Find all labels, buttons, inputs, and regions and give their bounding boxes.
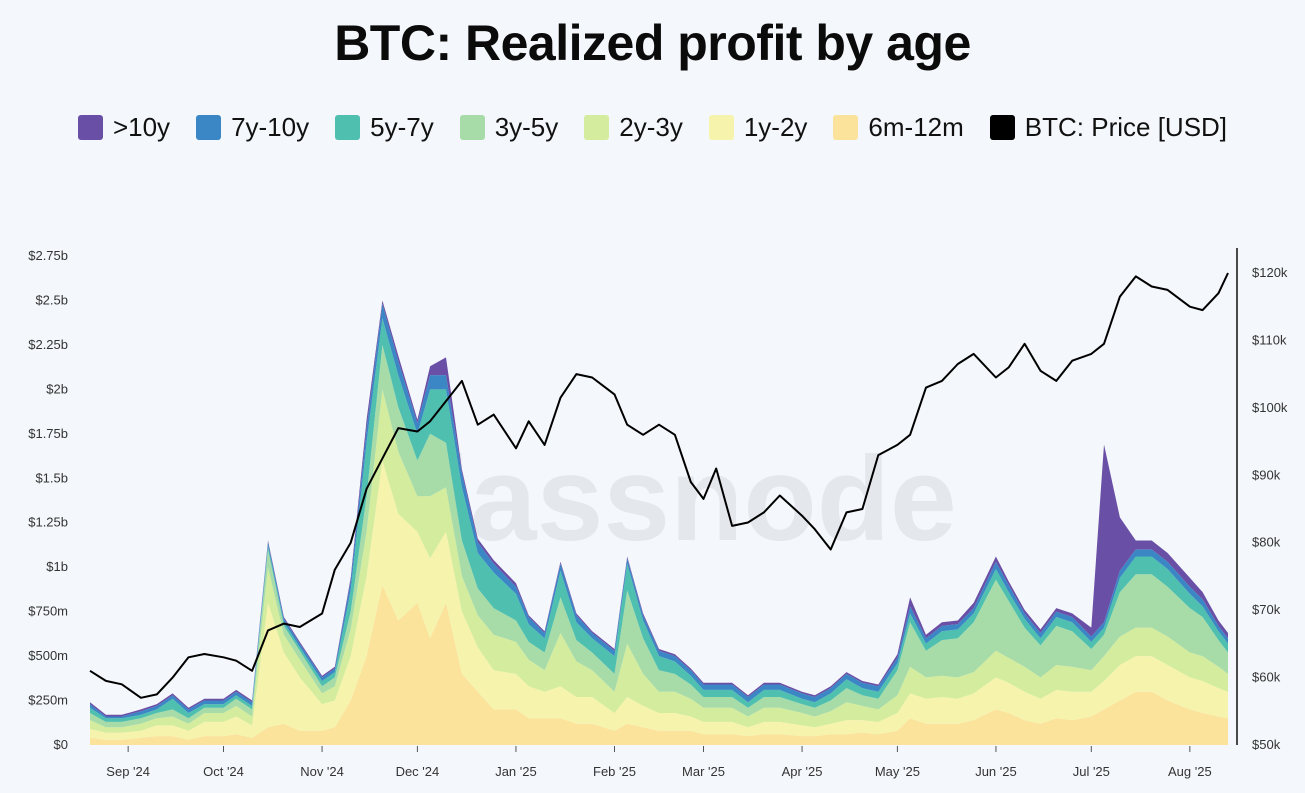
y-left-tick-label: $1.75b [28, 426, 68, 441]
y-right-tick-label: $70k [1252, 602, 1281, 617]
legend-swatch [335, 115, 361, 140]
legend-swatch [989, 115, 1015, 140]
y-left-tick-label: $750m [28, 604, 68, 619]
x-tick-label: Dec '24 [396, 764, 440, 779]
x-tick-label: Jul '25 [1073, 764, 1110, 779]
legend-item[interactable]: 7y-10y [196, 112, 309, 143]
y-left-tick-label: $1b [46, 559, 68, 574]
y-right-tick-label: $110k [1252, 332, 1287, 347]
y-left-tick-label: $0 [54, 737, 68, 752]
y-right-tick-label: $80k [1252, 535, 1281, 550]
y-left-tick-label: $2.75b [28, 248, 68, 263]
area-series [90, 460, 1228, 740]
legend-label: 3y-5y [494, 112, 559, 142]
legend-swatch [708, 115, 734, 140]
y-left-tick-label: $250m [28, 693, 68, 708]
x-tick-label: Sep '24 [106, 764, 150, 779]
x-tick-label: Mar '25 [682, 764, 725, 779]
legend: >10y 7y-10y 5y-7y 3y-5y 2y-3y 1y-2y 6m-12m BTC:… [0, 112, 1305, 143]
x-tick-label: May '25 [875, 764, 920, 779]
legend-item[interactable]: 3y-5y [459, 112, 559, 143]
y-left-tick-label: $2.25b [28, 337, 68, 352]
legend-item[interactable]: 1y-2y [708, 112, 808, 143]
y-right-tick-label: $120k [1252, 265, 1288, 280]
legend-label: >10y [112, 112, 171, 142]
chart-title: BTC: Realized profit by age [334, 15, 971, 71]
legend-item[interactable]: >10y [77, 112, 171, 143]
y-left-tick-label: $1.5b [35, 470, 68, 485]
legend-label: 5y-7y [370, 112, 434, 142]
y-left-tick-label: $2b [46, 381, 68, 396]
legend-item[interactable]: 5y-7y [335, 112, 434, 143]
legend-swatch [584, 115, 610, 140]
legend-swatch [459, 115, 485, 140]
price-line [89, 272, 1229, 699]
y-right-tick-label: $50k [1252, 737, 1281, 752]
legend-item[interactable]: 2y-3y [584, 112, 683, 143]
legend-swatch [196, 115, 222, 140]
y-left-tick-label: $1.25b [28, 515, 68, 530]
area-series [90, 318, 1228, 722]
y-right-tick-label: $90k [1252, 467, 1281, 482]
y-right-tick-label: $60k [1252, 670, 1281, 685]
legend-swatch [833, 115, 859, 140]
legend-label: 1y-2y [743, 112, 808, 142]
legend-item[interactable]: BTC: Price [USD] [989, 112, 1228, 143]
area-series [90, 344, 1228, 728]
x-tick-label: Jan '25 [495, 764, 537, 779]
legend-item[interactable]: 6m-12m [833, 112, 964, 143]
x-tick-label: Jun '25 [975, 764, 1017, 779]
x-tick-label: Feb '25 [593, 764, 636, 779]
y-left-tick-label: $500m [28, 648, 68, 663]
legend-label: 6m-12m [868, 112, 964, 142]
legend-label: 2y-3y [619, 112, 683, 142]
legend-label: BTC: Price [USD] [1024, 112, 1228, 142]
y-left-tick-label: $2.5b [35, 292, 68, 307]
y-right-tick-label: $100k [1252, 400, 1288, 415]
area-series [90, 585, 1228, 745]
x-tick-label: Oct '24 [203, 764, 244, 779]
x-tick-label: Apr '25 [782, 764, 823, 779]
legend-label: 7y-10y [231, 112, 310, 142]
x-tick-label: Aug '25 [1168, 764, 1212, 779]
legend-swatch [77, 115, 103, 140]
x-tick-label: Nov '24 [300, 764, 344, 779]
